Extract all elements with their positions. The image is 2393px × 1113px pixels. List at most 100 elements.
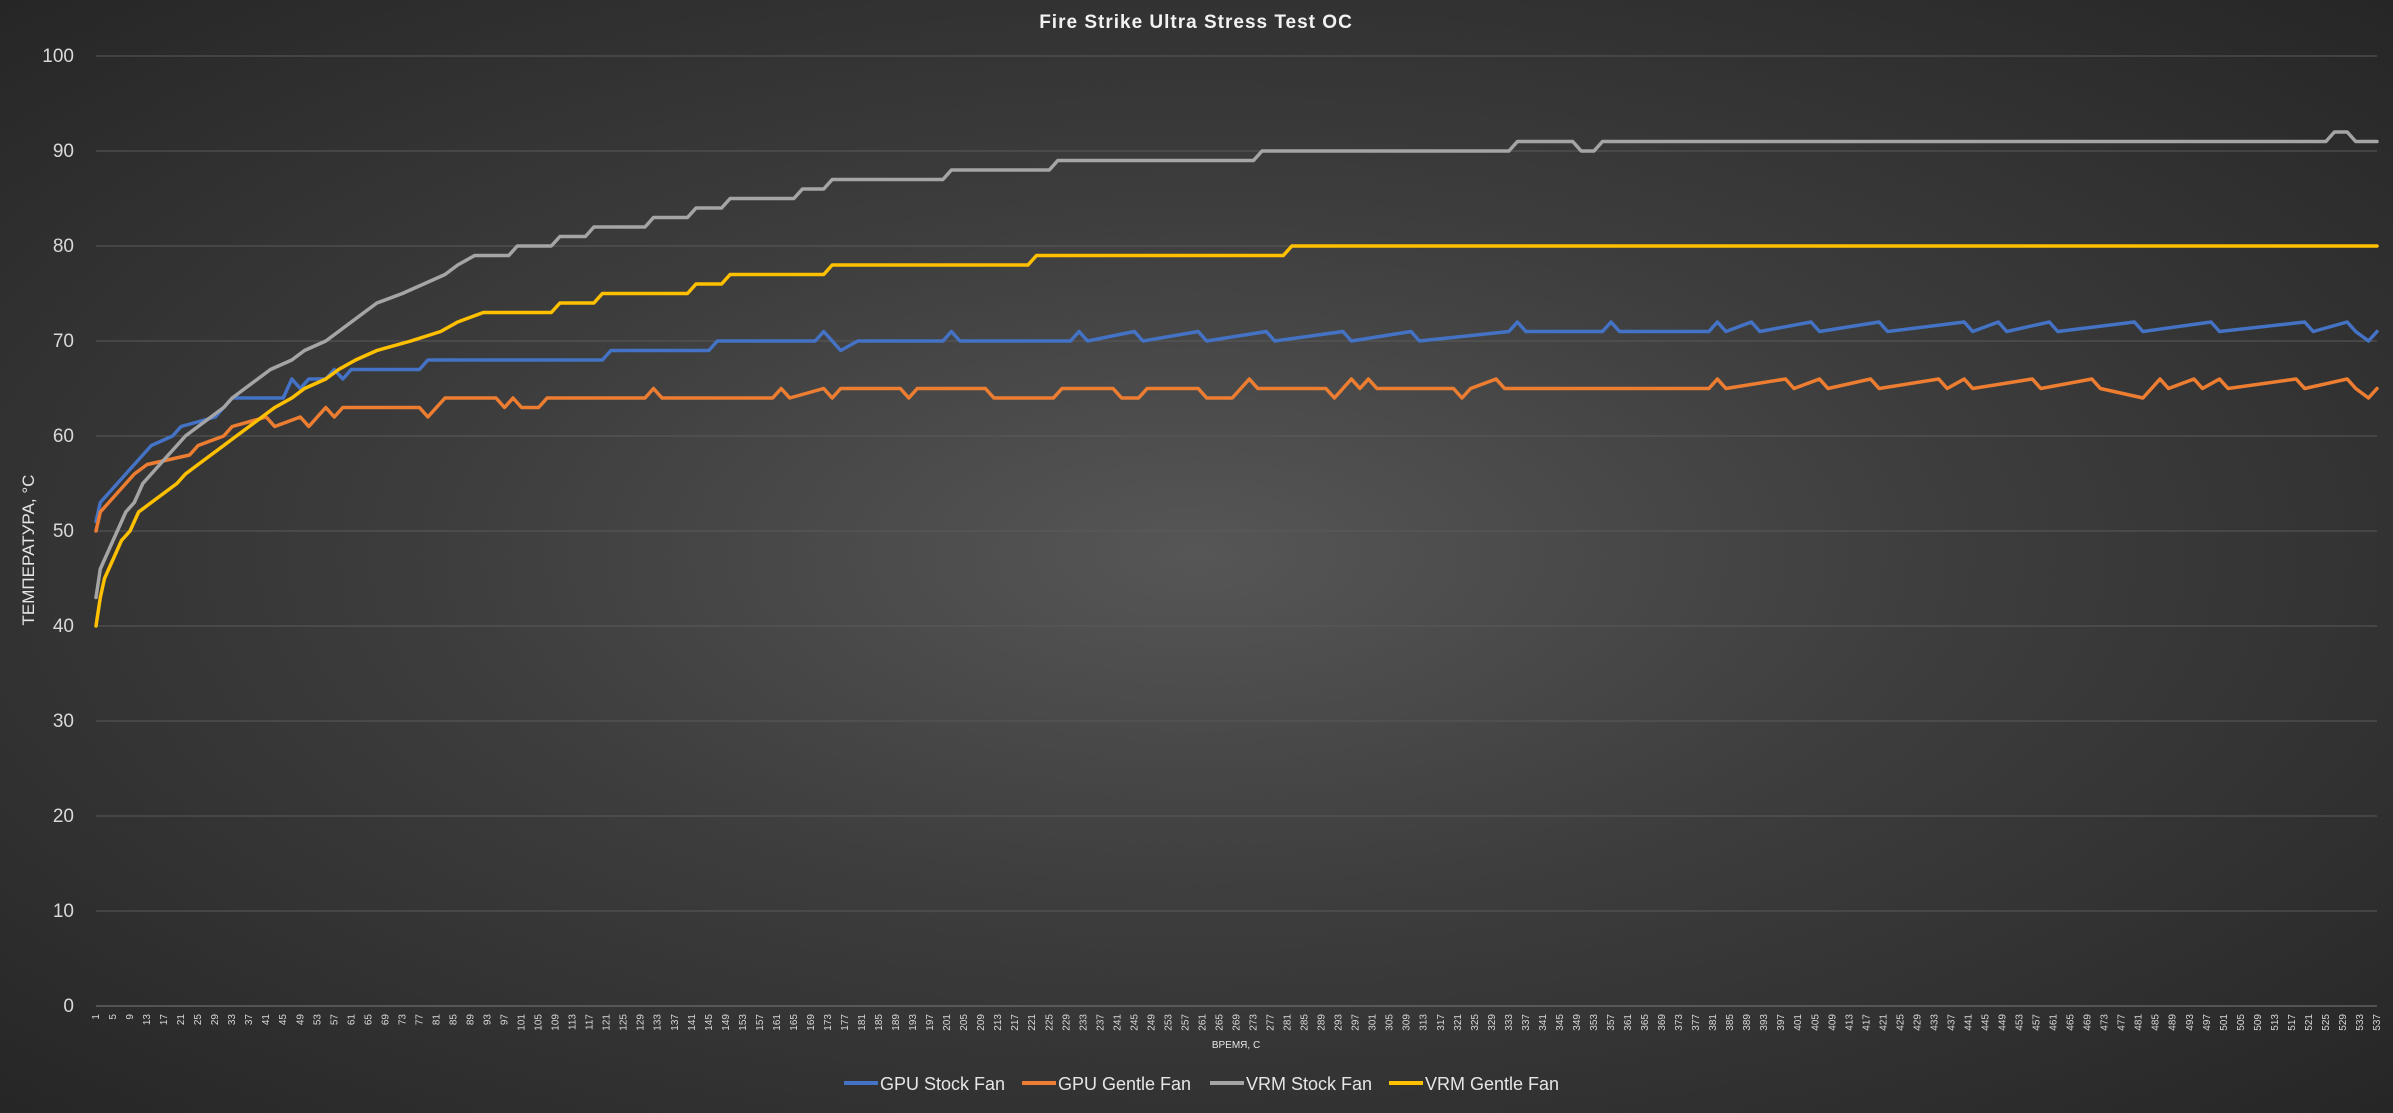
x-tick-label: 297 (1351, 1014, 1362, 1031)
x-tick-label: 185 (874, 1014, 885, 1031)
x-tick-label: 1 (91, 1014, 102, 1020)
x-tick-label: 481 (2134, 1014, 2145, 1031)
x-tick-label: 237 (1095, 1014, 1106, 1031)
x-tick-label: 197 (925, 1014, 936, 1031)
y-tick-label: 50 (53, 521, 74, 542)
x-tick-label: 13 (142, 1014, 153, 1026)
series-line-2 (94, 377, 2379, 533)
legend-item: VRM Gentle Fan (1389, 1074, 1559, 1094)
x-tick-label: 85 (448, 1014, 459, 1026)
x-tick-label: 429 (1912, 1014, 1923, 1031)
x-tick-label: 157 (755, 1014, 766, 1031)
y-tick-label: 0 (63, 996, 74, 1017)
legend-item: GPU Stock Fan (844, 1074, 1005, 1094)
x-axis-ticks: 1 5 9 13 17 21 25 29 33 37 41 45 49 53 57 61 65 69 73 77 81 8… (91, 1014, 2383, 1031)
x-tick-label: 65 (363, 1014, 374, 1026)
x-tick-label: 301 (1368, 1014, 1379, 1031)
x-tick-label: 133 (653, 1014, 664, 1031)
x-tick-label: 289 (1317, 1014, 1328, 1031)
x-tick-label: 41 (261, 1014, 272, 1026)
x-tick-label: 125 (619, 1014, 630, 1031)
x-tick-label: 137 (670, 1014, 681, 1031)
y-axis-label: ТЕМПЕРАТУРА, °С (19, 475, 38, 626)
x-tick-label: 365 (1640, 1014, 1651, 1031)
x-tick-label: 377 (1691, 1014, 1702, 1031)
x-tick-label: 397 (1776, 1014, 1787, 1031)
x-tick-label: 89 (465, 1014, 476, 1026)
x-tick-label: 325 (1470, 1014, 1481, 1031)
gridlines (96, 55, 2377, 1007)
x-tick-label: 189 (891, 1014, 902, 1031)
x-tick-label: 261 (1197, 1014, 1208, 1031)
x-tick-label: 537 (2372, 1014, 2383, 1031)
y-tick-label: 60 (53, 426, 74, 447)
x-tick-label: 361 (1623, 1014, 1634, 1031)
legend-item: GPU Gentle Fan (1022, 1074, 1191, 1094)
y-tick-label: 10 (53, 901, 74, 922)
x-tick-label: 409 (1827, 1014, 1838, 1031)
x-tick-label: 293 (1334, 1014, 1345, 1031)
x-tick-label: 313 (1419, 1014, 1430, 1031)
y-axis-ticks: 0 10 20 30 40 50 60 70 80 90 100 (42, 46, 74, 1017)
x-tick-label: 245 (1129, 1014, 1140, 1031)
x-tick-label: 381 (1708, 1014, 1719, 1031)
x-tick-label: 449 (1998, 1014, 2009, 1031)
x-tick-label: 37 (244, 1014, 255, 1026)
x-tick-label: 433 (1929, 1014, 1940, 1031)
x-tick-label: 213 (993, 1014, 1004, 1031)
x-tick-label: 285 (1300, 1014, 1311, 1031)
x-tick-label: 309 (1402, 1014, 1413, 1031)
x-tick-label: 533 (2355, 1014, 2366, 1031)
x-tick-label: 269 (1232, 1014, 1243, 1031)
x-tick-label: 401 (1793, 1014, 1804, 1031)
x-tick-label: 29 (210, 1014, 221, 1026)
x-tick-label: 117 (585, 1014, 596, 1030)
x-tick-label: 33 (227, 1014, 238, 1026)
x-tick-label: 45 (278, 1014, 289, 1026)
x-tick-label: 357 (1606, 1014, 1617, 1031)
x-tick-label: 517 (2287, 1014, 2298, 1031)
x-tick-label: 217 (1010, 1014, 1021, 1031)
series-lines (94, 130, 2379, 628)
x-tick-label: 5 (108, 1014, 119, 1020)
x-tick-label: 317 (1436, 1014, 1447, 1031)
y-tick-label: 30 (53, 711, 74, 732)
x-tick-label: 265 (1214, 1014, 1225, 1031)
x-tick-label: 321 (1453, 1014, 1464, 1031)
series-line-4 (94, 244, 2379, 628)
x-tick-label: 173 (823, 1014, 834, 1031)
x-tick-label: 153 (738, 1014, 749, 1031)
x-tick-label: 149 (721, 1014, 732, 1031)
x-tick-label: 21 (176, 1014, 187, 1026)
x-tick-label: 257 (1180, 1014, 1191, 1031)
x-tick-label: 305 (1385, 1014, 1396, 1031)
x-tick-label: 109 (551, 1014, 562, 1031)
x-tick-label: 61 (346, 1014, 357, 1026)
x-tick-label: 77 (414, 1014, 425, 1026)
y-tick-label: 20 (53, 806, 74, 827)
x-tick-label: 101 (517, 1014, 528, 1031)
x-tick-label: 73 (397, 1014, 408, 1026)
x-tick-label: 385 (1725, 1014, 1736, 1031)
x-tick-label: 393 (1759, 1014, 1770, 1031)
x-tick-label: 81 (431, 1014, 442, 1026)
x-tick-label: 181 (857, 1014, 868, 1031)
x-tick-label: 221 (1027, 1014, 1038, 1031)
legend: GPU Stock Fan GPU Gentle Fan VRM Stock Fan… (844, 1074, 1559, 1094)
x-tick-label: 457 (2032, 1014, 2043, 1031)
x-tick-label: 417 (1861, 1014, 1872, 1031)
x-tick-label: 249 (1146, 1014, 1157, 1031)
x-tick-label: 413 (1844, 1014, 1855, 1031)
x-tick-label: 425 (1895, 1014, 1906, 1031)
x-tick-label: 121 (602, 1014, 613, 1031)
x-tick-label: 513 (2270, 1014, 2281, 1031)
x-tick-label: 93 (483, 1014, 494, 1026)
x-tick-label: 113 (568, 1014, 579, 1030)
x-tick-label: 229 (1061, 1014, 1072, 1031)
x-tick-label: 453 (2015, 1014, 2026, 1031)
x-tick-label: 521 (2304, 1014, 2315, 1031)
x-tick-label: 129 (636, 1014, 647, 1031)
legend-label: VRM Gentle Fan (1425, 1074, 1559, 1094)
x-tick-label: 337 (1521, 1014, 1532, 1031)
